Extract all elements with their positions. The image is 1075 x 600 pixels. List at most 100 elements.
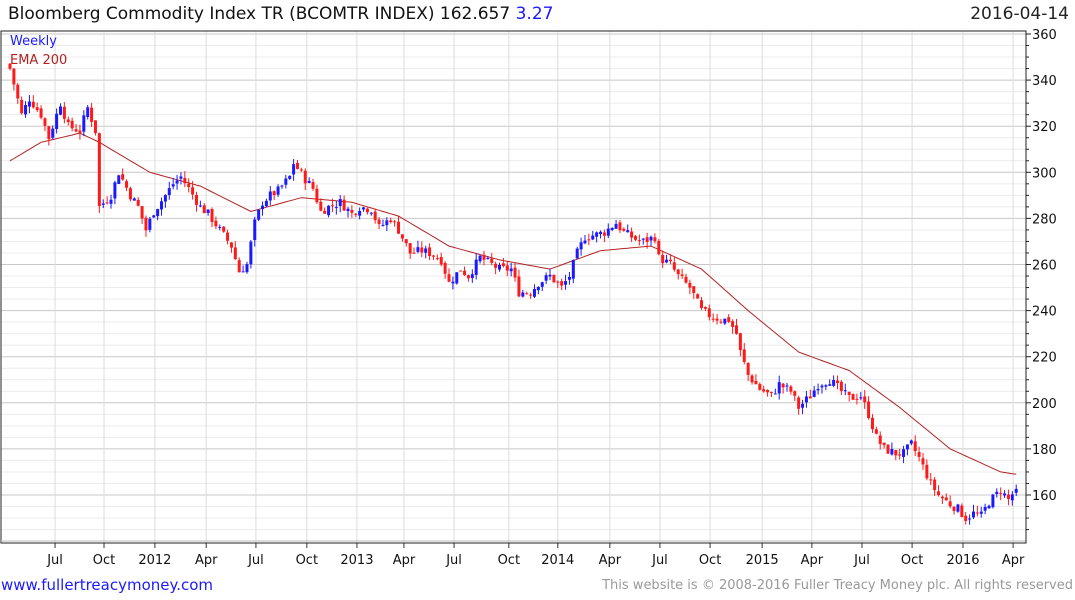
candle-body bbox=[882, 442, 886, 446]
candle-body bbox=[618, 222, 622, 231]
candle-body bbox=[424, 248, 428, 253]
candle-body bbox=[140, 206, 144, 219]
candle-body bbox=[513, 267, 517, 278]
candle-body bbox=[101, 203, 105, 205]
y-tick-label: 240 bbox=[1032, 305, 1057, 320]
y-tick-label: 220 bbox=[1032, 351, 1057, 366]
y-tick-label: 180 bbox=[1032, 443, 1057, 458]
candle-body bbox=[194, 195, 198, 205]
candle-body bbox=[587, 239, 591, 241]
legend-weekly: Weekly bbox=[10, 34, 57, 49]
candle-body bbox=[206, 209, 210, 214]
candle-body bbox=[777, 382, 781, 394]
candle-body bbox=[544, 275, 548, 281]
candle-body bbox=[253, 219, 257, 241]
candle-body bbox=[583, 240, 587, 244]
y-tick-label: 300 bbox=[1032, 166, 1057, 181]
candle-body bbox=[51, 128, 55, 138]
candle-body bbox=[591, 235, 595, 240]
candle-body bbox=[824, 385, 828, 387]
candle-body bbox=[905, 444, 909, 450]
candle-body bbox=[894, 450, 898, 456]
candle-body bbox=[264, 200, 268, 207]
candle-body bbox=[59, 106, 63, 115]
candle-body bbox=[696, 294, 700, 299]
candle-body bbox=[649, 236, 653, 241]
candle-body bbox=[983, 506, 987, 511]
candle-body bbox=[509, 268, 513, 272]
candle-body bbox=[536, 286, 540, 291]
candle-body bbox=[362, 207, 366, 210]
candle-body bbox=[793, 391, 797, 396]
candle-body bbox=[637, 240, 641, 242]
candle-body bbox=[898, 454, 902, 456]
candle-body bbox=[86, 107, 90, 117]
y-tick-label: 260 bbox=[1032, 259, 1057, 274]
candle-body bbox=[808, 396, 812, 399]
candle-body bbox=[602, 232, 606, 236]
candle-body bbox=[517, 276, 521, 297]
candle-body bbox=[354, 213, 358, 215]
candle-body bbox=[933, 479, 937, 491]
candle-body bbox=[851, 394, 855, 400]
candle-body bbox=[902, 449, 906, 457]
copyright-text: This website is © 2008-2016 Fuller Treac… bbox=[602, 578, 1073, 593]
candle-body bbox=[31, 101, 35, 108]
candle-body bbox=[843, 390, 847, 392]
candle-body bbox=[163, 195, 167, 202]
candle-body bbox=[447, 274, 451, 282]
candle-body bbox=[233, 247, 237, 260]
candle-body bbox=[579, 242, 583, 250]
candle-body bbox=[548, 274, 552, 277]
candle-body bbox=[890, 449, 894, 455]
candle-body bbox=[330, 205, 334, 207]
website-link[interactable]: www.fullertreacymoney.com bbox=[1, 576, 214, 594]
chart-title: Bloomberg Commodity Index TR (BCOMTR IND… bbox=[8, 4, 553, 24]
candle-body bbox=[723, 318, 727, 324]
candle-body bbox=[999, 492, 1003, 494]
candle-body bbox=[8, 63, 12, 69]
candle-body bbox=[183, 177, 187, 184]
candle-body bbox=[863, 396, 867, 403]
candle-body bbox=[645, 237, 649, 242]
candle-body bbox=[416, 247, 420, 252]
candle-body bbox=[909, 440, 913, 444]
candle-body bbox=[160, 201, 164, 210]
candle-body bbox=[964, 515, 968, 521]
candle-body bbox=[529, 294, 533, 296]
x-tick-label: Jul bbox=[247, 553, 264, 568]
candle-body bbox=[125, 181, 129, 188]
candle-body bbox=[633, 236, 637, 240]
candle-body bbox=[979, 511, 983, 514]
candle-body bbox=[350, 209, 354, 213]
candle-body bbox=[404, 239, 408, 244]
x-tick-label: Oct bbox=[296, 553, 318, 568]
candle-body bbox=[342, 199, 346, 211]
candle-body bbox=[443, 262, 447, 274]
candle-body bbox=[610, 227, 614, 230]
candle-body bbox=[210, 209, 214, 223]
candle-body bbox=[700, 300, 704, 308]
candle-body bbox=[39, 108, 43, 118]
candle-body bbox=[676, 269, 680, 275]
candle-body bbox=[816, 388, 820, 391]
candle-body bbox=[400, 234, 404, 239]
candle-body bbox=[261, 205, 265, 210]
candle-body bbox=[455, 272, 459, 284]
legend-ema: EMA 200 bbox=[10, 53, 67, 68]
candle-body bbox=[175, 180, 179, 184]
x-tick-label: Oct bbox=[699, 553, 721, 568]
candle-body bbox=[373, 211, 377, 221]
candle-body bbox=[428, 247, 432, 257]
candle-body bbox=[397, 221, 400, 234]
candle-body bbox=[62, 106, 66, 119]
x-tick-label: Oct bbox=[901, 553, 923, 568]
candle-body bbox=[156, 208, 160, 217]
x-tick-label: 2012 bbox=[138, 553, 171, 568]
candle-body bbox=[820, 385, 824, 388]
candle-body bbox=[501, 263, 505, 267]
candle-body bbox=[327, 205, 331, 216]
ema-series bbox=[9, 132, 1017, 475]
candle-body bbox=[474, 259, 478, 275]
